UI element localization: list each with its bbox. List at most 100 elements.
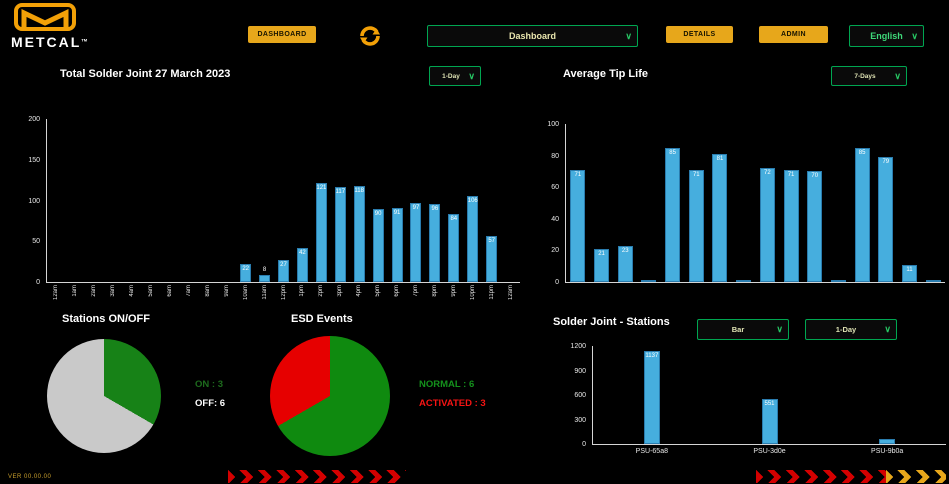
bar: 21	[594, 248, 610, 282]
y-tick-label: 80	[551, 152, 559, 160]
x-tick-label: 9pm	[450, 285, 457, 297]
bar-slot: 106 10pm	[463, 119, 482, 300]
bar-slot: 42 1pm	[293, 119, 312, 297]
stations-on-off-pie	[47, 339, 161, 453]
metcal-logo-icon	[14, 3, 76, 31]
bar-slot: 22 10am	[236, 119, 255, 300]
bar-value-label: 71	[574, 171, 582, 178]
bar-slot: PSU-9b0a	[828, 346, 946, 455]
bar: 57	[486, 235, 498, 282]
esd-events-pie	[270, 336, 390, 456]
bar-value-label: 81	[716, 156, 724, 163]
bar-slot: 12am	[47, 119, 66, 300]
bar-slot: 121 2pm	[312, 119, 331, 297]
bar-slot: 7am	[179, 119, 198, 297]
brand-name: METCALTM	[11, 34, 88, 50]
bar-value-label: 96	[431, 205, 439, 212]
chart-type-value: Bar	[731, 325, 745, 334]
bar-slot: 85	[661, 124, 685, 282]
bar: 97	[410, 202, 422, 282]
hazard-stripe-left	[228, 470, 406, 483]
left-chart-period-dropdown[interactable]: 1-Day ∨	[429, 66, 481, 86]
x-tick-label: 5pm	[375, 285, 382, 297]
x-tick-label: 12pm	[280, 285, 287, 301]
bar-value-label: 91	[393, 209, 401, 216]
bar: 11	[901, 264, 917, 282]
stations-on-off-title: Stations ON/OFF	[62, 313, 150, 325]
bar-slot: 70	[803, 124, 827, 282]
y-tick-label: 40	[551, 215, 559, 223]
bar-slot: 8 11am	[255, 119, 274, 300]
y-axis: 0 20 40 60 80 100	[535, 121, 565, 286]
right-chart-period-dropdown[interactable]: 7-Days ∨	[831, 66, 907, 86]
y-axis: 0 50 100 150 200	[8, 116, 46, 286]
admin-button[interactable]: ADMIN	[759, 26, 828, 43]
bar: 81	[712, 154, 728, 282]
bar-slot	[732, 124, 756, 282]
bar-value-label: 72	[764, 170, 771, 177]
chevron-down-icon: ∨	[894, 70, 901, 81]
bar-value-label: 117	[335, 188, 346, 195]
solder-joint-stations-chart: 0 300 600 900 1200 1137 PSU-65a8 551 PSU-3d0e PS…	[555, 343, 946, 455]
bar-value-label: 85	[858, 149, 866, 156]
bar-value-label: 551	[764, 401, 775, 408]
x-tick-label: PSU-9b0a	[871, 448, 904, 455]
y-tick-label: 1200	[570, 343, 586, 350]
x-tick-label: 7pm	[412, 285, 419, 297]
bar-value-label: 97	[412, 204, 420, 211]
bar-value-label: 118	[354, 187, 364, 194]
x-tick-label: 11am	[261, 285, 268, 300]
bar-slot: 85	[850, 124, 874, 282]
stations-period-dropdown[interactable]: 1-Day ∨	[805, 319, 897, 340]
bar-slot: 57 11pm	[482, 119, 501, 300]
dashboard-button[interactable]: DASHBOARD	[248, 26, 316, 43]
y-tick-label: 600	[574, 392, 586, 399]
x-tick-label: 6am	[166, 285, 173, 297]
bar	[925, 280, 941, 282]
bar-slot: 71	[779, 124, 803, 282]
bar-value-label: 22	[242, 266, 250, 273]
bar-value-label: 27	[280, 262, 287, 268]
bar: 1137	[643, 351, 660, 444]
bar-slot: 84 9pm	[444, 119, 463, 297]
y-tick-label: 100	[547, 121, 559, 128]
x-tick-label: 3pm	[337, 285, 344, 297]
y-axis: 0 300 600 900 1200	[555, 343, 592, 448]
bar: 71	[688, 169, 704, 282]
language-dropdown[interactable]: English ∨	[849, 25, 924, 47]
chart-type-dropdown[interactable]: Bar ∨	[697, 319, 789, 340]
bar-slot: 12am	[501, 119, 520, 300]
bar-slot	[637, 124, 661, 282]
bar-slot: 117 3pm	[331, 119, 350, 297]
bar-value-label: 70	[811, 173, 819, 180]
bar: 117	[334, 186, 346, 282]
bar-slot: 90 5pm	[369, 119, 388, 297]
bar: 72	[759, 168, 775, 282]
bar-slot: 97 7pm	[407, 119, 426, 297]
bar-slot: 72	[756, 124, 780, 282]
bar-value-label: 121	[316, 185, 327, 192]
bar-slot: 551 PSU-3d0e	[711, 346, 829, 455]
language-dropdown-value: English	[870, 31, 903, 41]
esd-events-title: ESD Events	[291, 313, 353, 325]
x-tick-label: 9am	[223, 285, 230, 297]
x-tick-label: 12am	[53, 285, 60, 301]
bar-value-label: 1137	[645, 353, 659, 360]
bar	[641, 280, 657, 282]
bar-value-label: 71	[692, 171, 700, 178]
details-button[interactable]: DETAILS	[666, 26, 733, 43]
bar: 84	[448, 213, 460, 282]
bar-value-label: 106	[467, 197, 478, 204]
bar-value-label: 85	[669, 149, 676, 156]
bar-value-label: 90	[374, 210, 382, 217]
stations-chart-title: Solder Joint - Stations	[553, 316, 670, 328]
bar: 27	[278, 260, 290, 282]
page-dropdown[interactable]: Dashboard ∨	[427, 25, 638, 47]
right-chart-title: Average Tip Life	[563, 68, 648, 80]
bar-value-label: 79	[882, 159, 890, 166]
version-label: VER 00.00.00	[8, 474, 52, 480]
bar: 106	[467, 195, 479, 282]
chevron-down-icon: ∨	[911, 30, 918, 41]
chevron-down-icon: ∨	[625, 30, 632, 41]
refresh-icon[interactable]	[358, 24, 382, 48]
